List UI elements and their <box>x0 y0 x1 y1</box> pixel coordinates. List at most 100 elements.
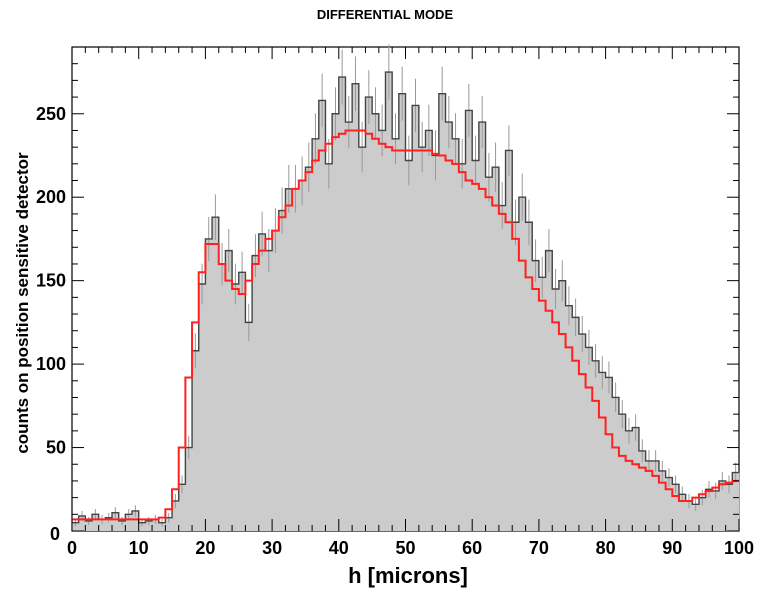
histogram-bar <box>425 130 433 531</box>
histogram-bar <box>645 460 653 531</box>
histogram-bar <box>258 233 266 531</box>
histogram-bar <box>365 97 373 531</box>
histogram-bar <box>125 514 133 531</box>
histogram-bar <box>312 138 320 532</box>
x-tick-label: 0 <box>67 538 77 558</box>
histogram-bar <box>285 188 293 532</box>
histogram-bar <box>338 77 346 531</box>
histogram-bar <box>298 180 306 531</box>
plot-area <box>71 44 740 532</box>
x-tick-label: 20 <box>195 538 215 558</box>
histogram-bar <box>325 163 333 532</box>
histogram-bar <box>678 494 686 531</box>
histogram-bar <box>372 113 380 532</box>
histogram-bar <box>665 477 673 531</box>
y-tick-label: 250 <box>36 104 66 124</box>
histogram-bar <box>385 72 393 531</box>
histogram-bar <box>525 222 533 531</box>
y-axis-label: counts on position sensitive detector <box>13 152 32 454</box>
histogram-bar <box>252 255 260 531</box>
series-line-measured <box>72 71 739 524</box>
histogram-bar <box>512 222 520 531</box>
histogram-bar <box>405 160 413 531</box>
histogram-bar <box>132 510 139 531</box>
x-axis: 0 10 20 30 40 50 60 70 80 90 100 <box>67 47 754 558</box>
histogram-bar <box>485 177 493 531</box>
histogram-bar <box>278 210 286 531</box>
x-tick-label: 70 <box>529 538 549 558</box>
histogram-bar <box>685 500 693 531</box>
x-tick-label: 50 <box>395 538 415 558</box>
x-axis-label: h [microns] <box>348 563 468 588</box>
histogram-bar <box>592 360 600 531</box>
histogram-bar <box>332 113 340 532</box>
histogram-bar <box>118 520 126 531</box>
histogram-bar <box>672 484 680 531</box>
x-tick-label: 90 <box>662 538 682 558</box>
histogram-bar <box>245 322 253 531</box>
histogram-bar <box>185 447 193 531</box>
histogram-bar <box>732 472 740 531</box>
histogram-bar <box>458 163 466 532</box>
histogram-bar <box>718 480 726 531</box>
histogram-bar <box>692 504 700 531</box>
histogram-bar <box>538 277 546 531</box>
histogram-bar <box>358 147 366 531</box>
histogram-bar <box>652 460 660 531</box>
histogram-bar <box>705 489 713 531</box>
histogram-bar <box>445 122 453 531</box>
histogram-bar <box>352 83 360 532</box>
histogram-bars <box>72 72 740 532</box>
histogram-bar <box>638 450 646 531</box>
histogram-bar <box>92 514 99 531</box>
histogram-bar <box>138 522 146 531</box>
histogram-bar <box>318 100 326 532</box>
histogram-bar <box>105 517 113 531</box>
histogram-bar <box>378 130 386 531</box>
histogram-bar <box>272 230 280 531</box>
histogram-bar <box>558 280 566 531</box>
histogram-bar <box>605 377 613 531</box>
histogram-bar <box>232 283 240 531</box>
histogram-bar <box>632 427 640 531</box>
histogram-bar <box>165 517 173 531</box>
y-tick-label: 150 <box>36 271 66 291</box>
histogram-bar <box>472 160 480 531</box>
x-tick-label: 30 <box>262 538 282 558</box>
histogram-bar <box>345 122 353 531</box>
series-line-model <box>72 129 739 521</box>
histogram-bar <box>98 519 106 531</box>
histogram-bar <box>292 188 300 532</box>
x-tick-label: 10 <box>129 538 149 558</box>
histogram-bar <box>238 272 246 531</box>
histogram-bar <box>418 147 426 531</box>
histogram-bar <box>478 122 486 531</box>
histogram-bar <box>212 217 220 531</box>
histogram-bar <box>545 250 553 531</box>
y-tick-label-origin: 0 <box>50 524 60 544</box>
histogram-bar <box>585 347 593 531</box>
histogram-bar <box>725 484 733 531</box>
histogram-bar <box>505 150 513 531</box>
histogram-bar <box>398 93 406 532</box>
histogram-bar <box>412 105 420 532</box>
histogram-bar <box>698 497 706 531</box>
histogram-bar <box>438 93 446 532</box>
histogram-bar <box>492 167 500 531</box>
histogram-bar <box>572 317 580 531</box>
y-axis: 50 100 150 200 250 <box>36 46 739 532</box>
histogram-bar <box>465 110 473 532</box>
histogram-bar <box>598 372 606 531</box>
y-tick-label: 100 <box>36 354 66 374</box>
histogram-bar <box>85 520 93 531</box>
histogram-bar <box>565 305 573 531</box>
histogram-bar <box>432 155 440 531</box>
histogram-bar <box>532 260 540 531</box>
histogram-bar <box>72 522 79 531</box>
histogram-bar <box>172 500 180 531</box>
histogram-bar <box>198 283 206 531</box>
histogram-bar <box>518 197 526 531</box>
x-tick-label: 100 <box>724 538 754 558</box>
y-tick-label: 50 <box>46 438 66 458</box>
